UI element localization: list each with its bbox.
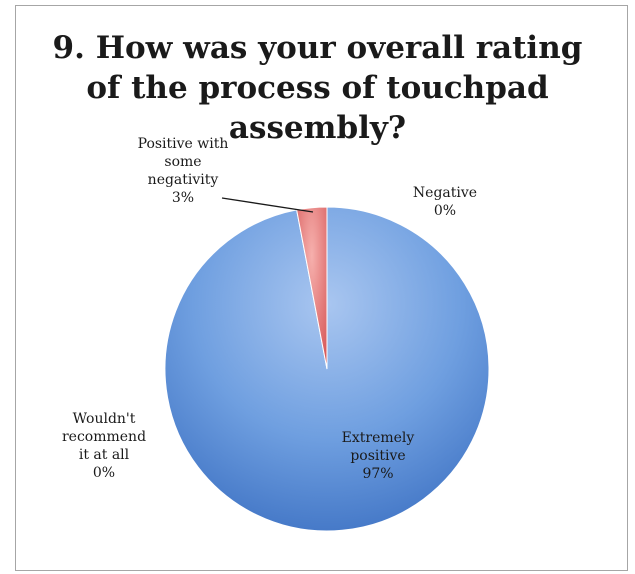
slice-label-positive-line-1: Positive with	[137, 136, 229, 152]
chart-title-line-3: assembly?	[228, 110, 407, 146]
leader-line-positive-with-some-negativity	[221, 197, 314, 213]
slice-label-wouldnt-line-4: 0%	[92, 465, 116, 481]
slice-label-negative: Negative 0%	[395, 184, 495, 220]
chart-title: 9. How was your overall rating of the pr…	[0, 28, 635, 148]
slice-label-negative-line-2: 0%	[433, 203, 457, 219]
slice-label-positive-line-3: negativity	[147, 172, 219, 188]
slice-label-positive-line-2: some	[164, 154, 202, 170]
slice-label-extremely-positive-line-3: 97%	[362, 466, 394, 482]
slice-label-extremely-positive: Extremely positive 97%	[318, 429, 438, 483]
chart-title-line-2: of the process of touchpad	[86, 70, 549, 106]
slice-label-extremely-positive-line-2: positive	[350, 448, 406, 464]
slice-label-wouldnt-line-1: Wouldn't	[72, 411, 136, 427]
slice-label-wouldnt-line-3: it at all	[78, 447, 130, 463]
slice-label-extremely-positive-line-1: Extremely	[341, 430, 415, 446]
chart-title-line-1: 9. How was your overall rating	[52, 30, 583, 66]
slice-label-positive-with-some-negativity: Positive with some negativity 3%	[118, 135, 248, 207]
slice-label-wouldnt-line-2: recommend	[61, 429, 147, 445]
slice-label-negative-line-1: Negative	[412, 185, 478, 201]
slice-label-positive-line-4: 3%	[171, 190, 195, 206]
slice-label-wouldnt-recommend: Wouldn't recommend it at all 0%	[44, 410, 164, 482]
